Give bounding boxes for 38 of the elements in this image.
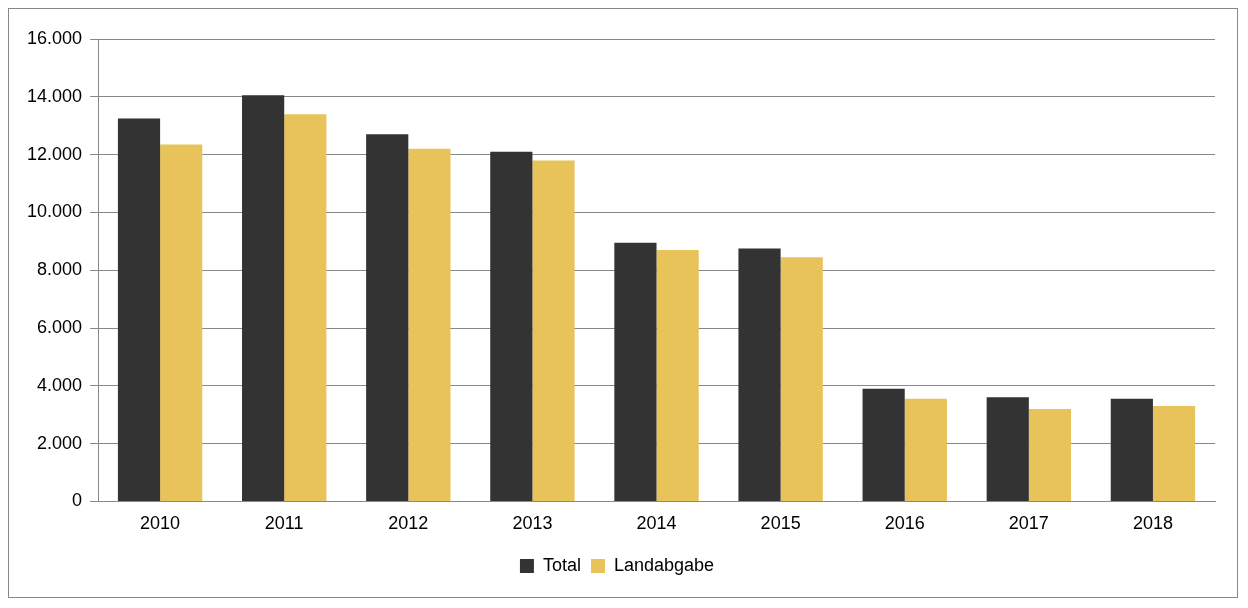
bar [614, 242, 657, 501]
y-tick-label: 12.000 [26, 143, 83, 164]
bar [1110, 398, 1153, 501]
bar [738, 248, 781, 501]
x-tick-label: 2016 [884, 513, 925, 534]
bar [1152, 406, 1196, 501]
x-tick-label: 2015 [760, 513, 801, 534]
x-tick-label: 2018 [1132, 513, 1173, 534]
y-tick-label: 6.000 [37, 316, 83, 337]
bar [490, 151, 533, 501]
x-tick-label: 2011 [264, 513, 304, 534]
y-tick-label: 8.000 [37, 259, 83, 280]
x-tick-label: 2010 [140, 513, 181, 534]
y-tick-label: 0 [72, 490, 83, 511]
bar [117, 118, 161, 501]
x-tick-label: 2013 [512, 513, 553, 534]
bar [1028, 408, 1072, 501]
bar [656, 249, 699, 501]
bar [284, 114, 327, 501]
legend-label: Total [542, 554, 581, 575]
y-tick-label: 16.000 [26, 27, 83, 48]
y-tick-label: 2.000 [37, 432, 83, 453]
bar [532, 160, 575, 501]
bar [242, 95, 285, 501]
bar [986, 397, 1029, 501]
bar [408, 148, 451, 501]
y-tick-label: 4.000 [37, 374, 83, 395]
bar [862, 388, 905, 501]
y-tick-label: 10.000 [26, 201, 83, 222]
bar [780, 257, 823, 501]
x-tick-label: 2014 [636, 513, 677, 534]
x-tick-label: 2012 [388, 513, 429, 534]
bar [366, 134, 409, 501]
legend-label: Landabgabe [613, 554, 715, 575]
y-tick-label: 14.000 [26, 85, 83, 106]
bar [160, 144, 203, 501]
x-tick-label: 2017 [1008, 513, 1049, 534]
bar [904, 398, 947, 501]
